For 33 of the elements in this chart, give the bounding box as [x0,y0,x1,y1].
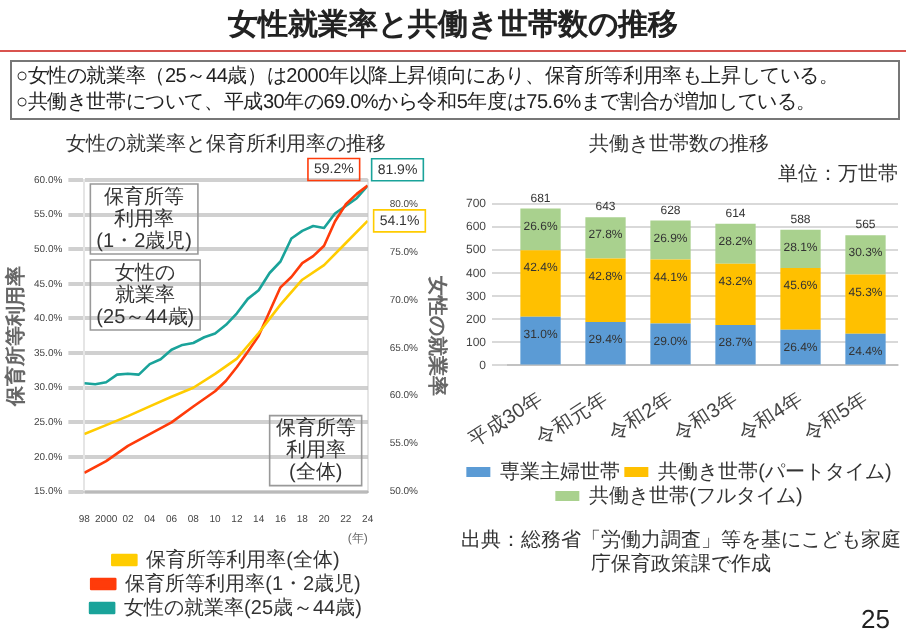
annotation: 保育所等利用率(1・2歳児) [96,184,192,253]
text: ○共働き世帯について、平成30年の69.0%から令和5年度は75.6%まで割合が増加している。 [16,90,819,116]
annotation: 女性の就業率(25～44歳) [96,260,195,329]
bar [650,259,691,324]
bar [780,267,821,330]
bar [585,217,626,259]
legend-label: 保育所等利用率(全体) [146,547,340,572]
bar [715,263,756,325]
bar [585,258,626,322]
text: ○女性の就業率（25～44歳）は2000年以降上昇傾向にあり、保育所等利用率も上昇している。 [16,64,841,90]
chart-title: 女性の就業率と保育所利用率の推移 [66,131,386,156]
bar [845,274,886,334]
bar [650,220,691,260]
text: 単位：万世帯 [778,161,898,186]
text: 25 [861,604,890,634]
y-axis-title: 保育所等利用率 [3,265,28,408]
bar [520,316,561,365]
legend-label: 共働き世帯(フルタイム) [589,483,803,508]
chart-title: 共働き世帯数の推移 [589,131,769,156]
legend-label: 共働き世帯(パートタイム) [658,459,892,484]
legend-label: 保育所等利用率(1・2歳児) [125,571,361,596]
text: 女性就業率と共働き世帯数の推移 [226,6,680,44]
legend-label: 女性の就業率(25歳～44歳) [124,595,362,620]
y2-axis-title: 女性の就業率 [424,273,449,396]
bar [585,321,626,365]
legend-label: 専業主婦世帯 [500,459,621,484]
bar [715,223,756,264]
bar [845,235,886,275]
source-note: 出典：総務省「労働力調査」等を基にこども家庭庁保育政策課で作成 [459,530,903,578]
bar [780,229,821,268]
bar [520,250,561,317]
annotation: 保育所等利用率(全体) [275,416,356,485]
bar [520,208,561,251]
